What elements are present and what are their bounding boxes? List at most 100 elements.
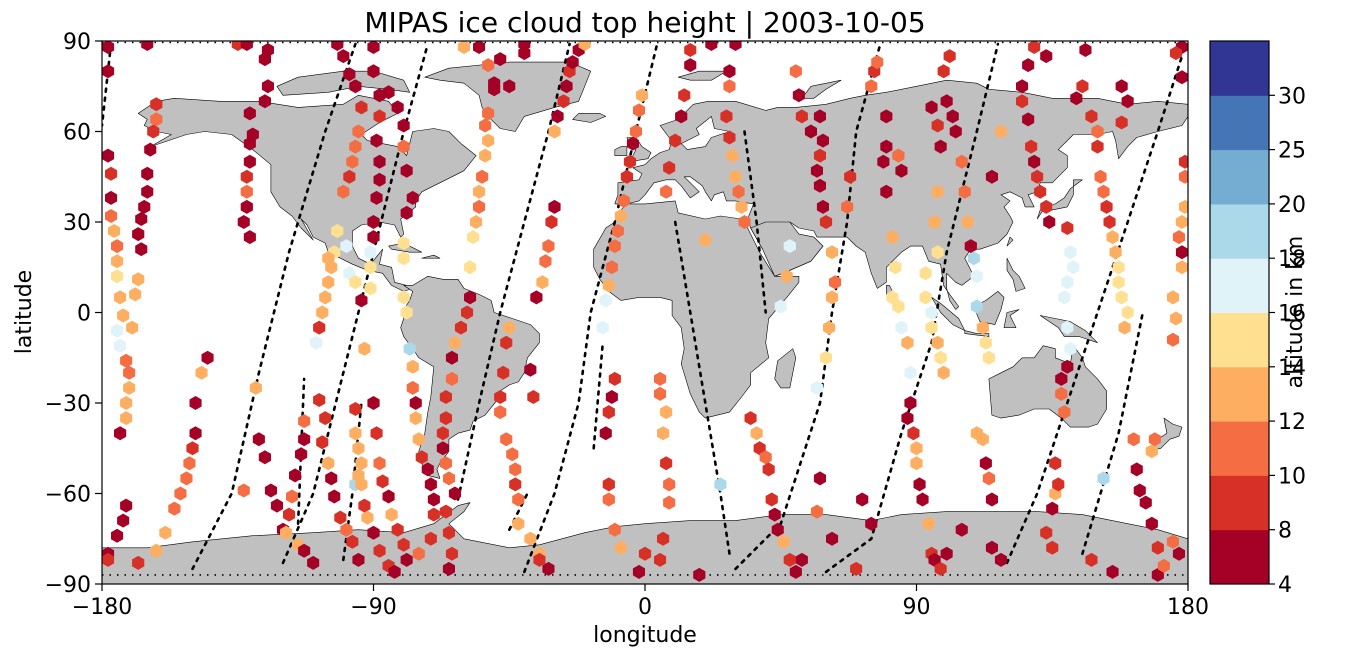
cloud-point (473, 199, 486, 214)
orbit-track (281, 42, 430, 565)
cloud-point (1133, 483, 1146, 498)
cloud-point (1166, 534, 1179, 549)
cloud-point (316, 305, 329, 320)
cloud-point (596, 320, 609, 335)
cloud-point (349, 275, 362, 290)
cloud-point (826, 531, 839, 546)
cloud-point (1022, 58, 1035, 73)
cloud-point (850, 561, 863, 576)
cloud-point (343, 67, 356, 82)
cloud-point (280, 525, 293, 540)
cloud-point (352, 441, 365, 456)
cloud-point (886, 230, 899, 245)
cloud-point (907, 426, 920, 441)
cloud-point (578, 41, 591, 51)
cloud-point (442, 525, 455, 540)
cloud-point (325, 471, 338, 486)
cloud-point (892, 148, 905, 163)
cloud-point (132, 272, 145, 287)
cloud-point (518, 46, 531, 61)
cloud-point (427, 492, 440, 507)
cloud-point (400, 205, 413, 220)
cloud-point (355, 456, 368, 471)
cloud-point (889, 260, 902, 275)
cloud-point (412, 546, 425, 561)
orbit-track (456, 42, 571, 501)
cloud-point (895, 320, 908, 335)
cloud-point (258, 450, 271, 465)
cloud-point (249, 380, 262, 395)
cloud-point (482, 106, 495, 121)
colorbar-tick-label: 10 (1278, 464, 1306, 489)
cloud-point (1070, 91, 1083, 106)
cloud-point (614, 209, 627, 223)
cloud-point (985, 540, 998, 555)
cloud-point (201, 350, 214, 365)
cloud-point (328, 489, 341, 504)
cloud-point (1055, 371, 1068, 386)
cloud-point (557, 94, 570, 109)
cloud-point (494, 405, 507, 420)
cloud-point (795, 109, 808, 124)
cloud-point (180, 471, 193, 486)
cloud-point (705, 41, 718, 51)
cloud-point (503, 79, 516, 94)
x-tick-label: −180 (72, 595, 132, 620)
cloud-point (617, 193, 630, 208)
cloud-point (424, 531, 437, 546)
cloud-point (476, 169, 489, 184)
orbit-track (191, 42, 357, 571)
land-philippines (1006, 257, 1026, 292)
cloud-point (925, 305, 938, 320)
cloud-point (1115, 79, 1128, 94)
colorbar-tick-label: 20 (1278, 193, 1306, 218)
y-tick-label: 0 (77, 302, 91, 327)
cloud-point (599, 293, 612, 308)
cloud-point (910, 441, 923, 456)
x-tick-label: 90 (903, 595, 931, 620)
cloud-point (813, 109, 826, 124)
cloud-point (243, 136, 256, 151)
cloud-point (412, 432, 425, 447)
cloud-point (102, 552, 115, 567)
cloud-point (813, 148, 826, 163)
cloud-point (548, 199, 561, 214)
colorbar-tick-label: 16 (1278, 302, 1306, 327)
cloud-point (479, 118, 492, 133)
x-axis-label: longitude (593, 623, 697, 648)
cloud-point (657, 426, 670, 441)
cloud-point (919, 290, 932, 305)
cloud-point (385, 507, 398, 522)
cloud-point (729, 169, 742, 184)
x-tick-label: 180 (1167, 595, 1209, 620)
cloud-point (1040, 525, 1053, 540)
cloud-point (400, 305, 413, 320)
cloud-point (1178, 199, 1188, 214)
cloud-point (654, 386, 667, 401)
cloud-point (1028, 41, 1041, 54)
cloud-point (1061, 320, 1074, 335)
colorbar-segment (1210, 149, 1269, 205)
cloud-point (976, 320, 989, 335)
cloud-point (1172, 546, 1185, 561)
y-axis-label: latitude (12, 270, 37, 354)
cloud-point (629, 124, 642, 139)
cloud-point (397, 290, 410, 305)
cloud-point (464, 290, 477, 305)
cloud-point (1178, 154, 1188, 169)
cloud-point (286, 489, 299, 504)
cloud-point (765, 492, 778, 507)
cloud-point (373, 154, 386, 169)
cloud-point (397, 537, 410, 552)
cloud-point (147, 124, 160, 139)
cloud-point (120, 411, 133, 426)
cloud-point (684, 58, 697, 73)
cloud-point (409, 396, 422, 410)
cloud-point (940, 94, 953, 109)
cloud-point (1091, 124, 1104, 139)
cloud-point (886, 290, 899, 305)
cloud-point (774, 299, 787, 314)
cloud-point (120, 396, 133, 410)
cloud-point (482, 133, 495, 148)
